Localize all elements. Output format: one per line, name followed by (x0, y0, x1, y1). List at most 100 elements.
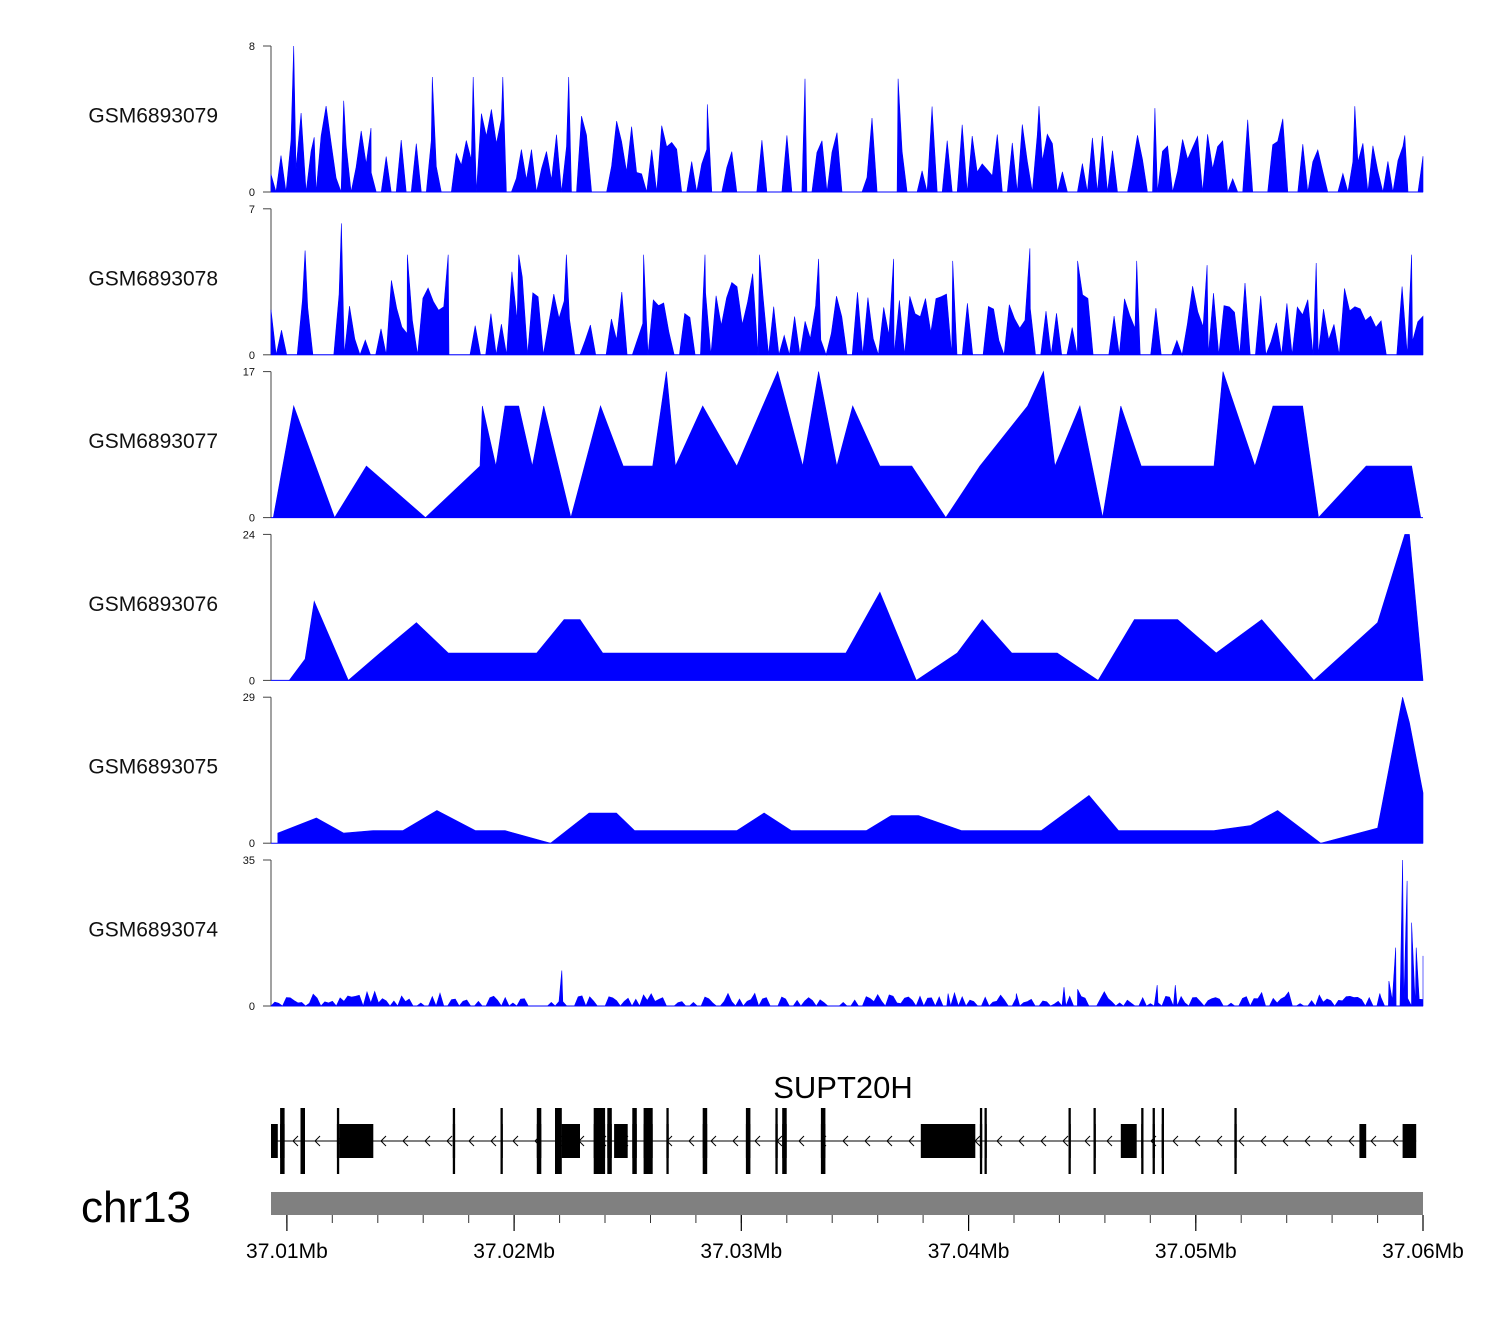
strand-arrow (1194, 1135, 1201, 1147)
y-tick-label-max-gsm6893074: 35 (243, 855, 255, 867)
y-tick-label-max-gsm6893075: 29 (243, 692, 255, 704)
gene-exon-tall (643, 1108, 653, 1174)
y-tick-label-zero-gsm6893074: 0 (249, 1001, 255, 1013)
strand-arrow (732, 1135, 739, 1147)
track-label-gsm6893077: GSM6893077 (88, 430, 218, 453)
gene-exon-tall (593, 1108, 606, 1174)
strand-arrow (1040, 1135, 1047, 1147)
chromosome-ideogram (271, 1192, 1423, 1215)
coverage-area-gsm6893075 (277, 697, 1424, 844)
strand-arrow (1260, 1135, 1267, 1147)
gene-exon (1120, 1124, 1137, 1158)
gene-exon-tall (607, 1108, 612, 1174)
strand-arrow (1062, 1135, 1069, 1147)
gene-exon (1402, 1124, 1417, 1158)
strand-arrow (1106, 1135, 1113, 1147)
chromosome-label: chr13 (81, 1183, 191, 1232)
x-tick-label-1: 37.02Mb (473, 1240, 555, 1263)
x-tick-label-3: 37.04Mb (928, 1240, 1010, 1263)
gene-exon-tall (500, 1108, 503, 1174)
coverage-area-gsm6893077 (272, 370, 1422, 519)
y-tick-label-max-gsm6893079: 8 (249, 41, 255, 53)
gene-exon-tall (555, 1108, 562, 1174)
y-tick-label-zero-gsm6893079: 0 (249, 187, 255, 199)
gene-exon-tall (666, 1108, 669, 1174)
strand-arrow (1348, 1135, 1355, 1147)
strand-arrow (1172, 1135, 1179, 1147)
strand-arrow (754, 1135, 761, 1147)
gene-exon-tall (820, 1108, 826, 1174)
track-label-gsm6893076: GSM6893076 (88, 593, 218, 616)
strand-arrow (1238, 1135, 1245, 1147)
gene-exon-tall (1093, 1108, 1096, 1174)
gene-name-label: SUPT20H (773, 1070, 913, 1105)
gene-exon (614, 1124, 628, 1158)
gene-exon (561, 1124, 580, 1158)
track-label-gsm6893078: GSM6893078 (88, 267, 218, 290)
y-tick-label-max-gsm6893078: 7 (249, 204, 255, 216)
x-tick-label-4: 37.05Mb (1155, 1240, 1237, 1263)
gene-exon-tall (782, 1108, 787, 1174)
gene-exon-tall (1234, 1108, 1237, 1174)
track-label-gsm6893079: GSM6893079 (88, 105, 218, 128)
gene-exon-tall (702, 1108, 708, 1174)
strand-arrow (842, 1135, 849, 1147)
strand-arrow (864, 1135, 871, 1147)
strand-arrow (1326, 1135, 1333, 1147)
gene-exon (1359, 1124, 1367, 1158)
x-tick-label-5: 37.06Mb (1382, 1240, 1464, 1263)
strand-arrow (798, 1135, 805, 1147)
strand-arrow (908, 1135, 915, 1147)
gene-exon (271, 1124, 278, 1158)
strand-arrow (1370, 1135, 1377, 1147)
gene-exon-tall (452, 1108, 456, 1174)
x-tick-label-0: 37.01Mb (246, 1240, 328, 1263)
strand-arrow (996, 1135, 1003, 1147)
gene-exon-tall (336, 1108, 340, 1174)
strand-arrow (1304, 1135, 1311, 1147)
strand-arrow (1216, 1135, 1223, 1147)
gene-exon-tall (536, 1108, 542, 1174)
strand-arrow (1282, 1135, 1289, 1147)
gene-exon-tall (745, 1108, 751, 1174)
coverage-area-gsm6893074 (270, 859, 1424, 1007)
gene-exon (339, 1124, 374, 1158)
y-tick-label-zero-gsm6893077: 0 (249, 513, 255, 525)
strand-arrow (886, 1135, 893, 1147)
strand-arrow (424, 1135, 431, 1147)
strand-arrow (380, 1135, 387, 1147)
strand-arrow (292, 1135, 299, 1147)
gene-exon-tall (979, 1108, 983, 1174)
coverage-area-gsm6893079 (270, 45, 1424, 193)
gene-exon (920, 1124, 976, 1158)
gene-exon-tall (632, 1108, 637, 1174)
track-label-gsm6893074: GSM6893074 (88, 919, 218, 942)
strand-arrow (446, 1135, 453, 1147)
strand-arrow (468, 1135, 475, 1147)
gene-exon-tall (1068, 1108, 1071, 1174)
strand-arrow (402, 1135, 409, 1147)
gene-exon-tall (775, 1108, 778, 1174)
gene-exon-tall (300, 1108, 305, 1174)
y-tick-label-max-gsm6893076: 24 (243, 529, 255, 541)
strand-arrow (1084, 1135, 1091, 1147)
y-tick-label-max-gsm6893077: 17 (243, 367, 255, 379)
strand-arrow (1018, 1135, 1025, 1147)
strand-arrow (314, 1135, 321, 1147)
strand-arrow (490, 1135, 497, 1147)
gene-exon-tall (1141, 1108, 1144, 1174)
strand-arrow (1392, 1135, 1399, 1147)
track-label-gsm6893075: GSM6893075 (88, 756, 218, 779)
coverage-area-gsm6893076 (288, 534, 1424, 681)
strand-arrow (512, 1135, 519, 1147)
x-tick-label-2: 37.03Mb (700, 1240, 782, 1263)
strand-arrow (710, 1135, 717, 1147)
gene-exon-tall (1152, 1108, 1155, 1174)
gene-exon-tall (280, 1108, 285, 1174)
y-tick-label-zero-gsm6893075: 0 (249, 838, 255, 850)
strand-arrow (688, 1135, 695, 1147)
gene-exon-tall (1161, 1108, 1164, 1174)
coverage-area-gsm6893078 (270, 223, 1424, 356)
